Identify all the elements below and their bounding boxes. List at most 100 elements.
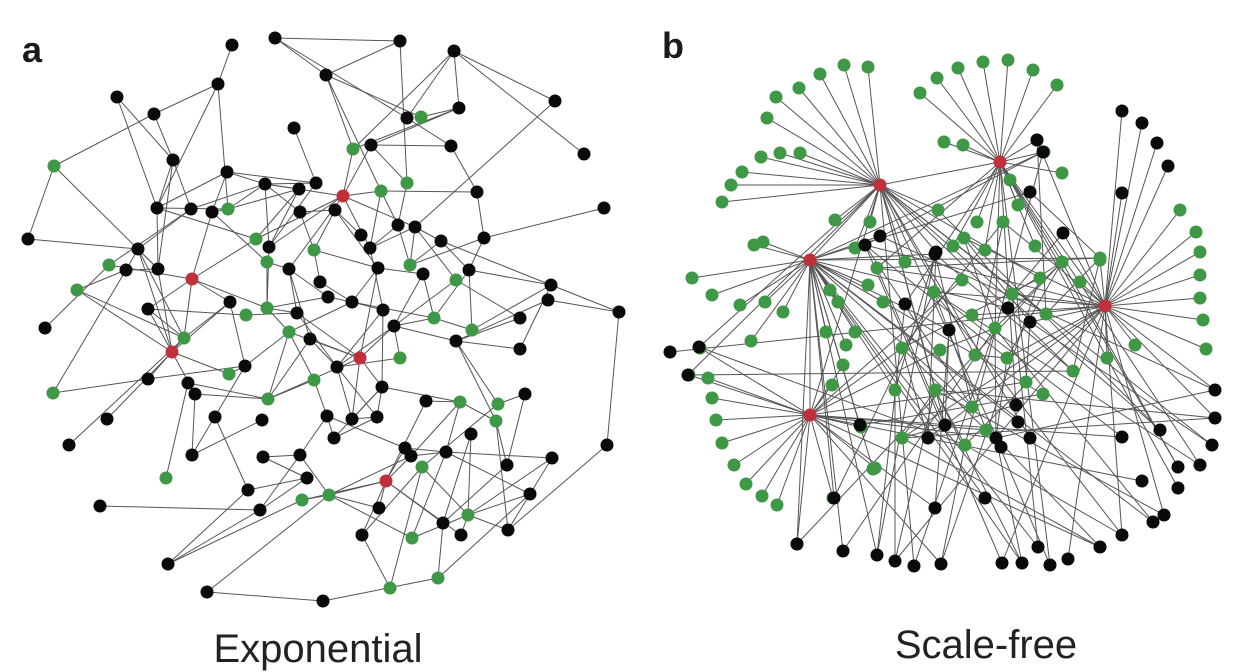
exponential-edge <box>506 393 526 466</box>
exponential-edge <box>336 366 378 418</box>
exponential-edge <box>453 50 460 109</box>
scale-free-edge <box>919 92 1001 163</box>
node <box>1171 481 1185 495</box>
node <box>853 418 867 432</box>
scale-free-edge <box>1104 251 1201 307</box>
scale-free-edge <box>687 184 881 376</box>
exponential-edge <box>445 451 553 459</box>
scale-free-edge <box>994 161 1001 329</box>
node <box>898 255 912 269</box>
node <box>208 410 222 424</box>
scale-free-edge <box>809 151 1044 261</box>
exponential-edge <box>411 451 447 539</box>
scale-free-edge <box>976 161 1001 223</box>
exponential-edge <box>288 331 315 381</box>
node <box>739 477 753 491</box>
scale-free-edge <box>809 414 834 499</box>
node <box>374 184 388 198</box>
scale-free-edge <box>999 59 1009 163</box>
scale-free-edge <box>894 389 936 562</box>
node <box>38 321 52 335</box>
scale-free-edge <box>1104 110 1123 307</box>
exponential-edge <box>370 144 452 147</box>
node <box>62 438 76 452</box>
node <box>436 516 450 530</box>
scale-free-edge <box>864 151 1044 246</box>
node <box>888 383 902 397</box>
hub-node <box>1098 299 1112 313</box>
node <box>792 81 806 95</box>
node <box>937 135 951 149</box>
node <box>819 325 833 339</box>
scale-free-edge <box>796 261 1063 545</box>
node <box>313 275 327 289</box>
scale-free-edge <box>876 253 936 556</box>
node <box>220 165 234 179</box>
exponential-edge <box>422 273 435 319</box>
scale-free-edge <box>937 209 1161 431</box>
node <box>303 332 317 346</box>
node <box>295 493 309 507</box>
node <box>181 376 195 390</box>
exponential-edge <box>336 366 353 420</box>
exponential-edge <box>393 279 457 327</box>
node <box>836 358 850 372</box>
node <box>848 241 862 255</box>
scale-free-edge <box>745 414 811 485</box>
node <box>363 241 377 255</box>
exponential-edge <box>450 145 478 193</box>
exponential-edge <box>409 237 485 266</box>
exponential-edge <box>406 50 455 119</box>
node <box>770 498 784 512</box>
node <box>1193 245 1207 259</box>
node <box>929 245 943 259</box>
node <box>319 68 333 82</box>
exponential-edge <box>313 209 336 251</box>
exponential-edge <box>336 309 384 368</box>
exponential-edge <box>420 107 460 118</box>
node <box>102 258 116 272</box>
exponential-edge <box>455 340 497 422</box>
exponential-edge <box>437 493 531 579</box>
exponential-edge <box>421 466 469 516</box>
scale-free-edge <box>1104 297 1201 307</box>
exponential-edge <box>191 278 231 303</box>
exponential-edge <box>165 382 189 479</box>
node <box>866 462 880 476</box>
scale-free-edge <box>760 156 881 186</box>
scale-free-edge <box>999 139 1038 163</box>
scale-free-edge <box>796 414 811 545</box>
node <box>965 400 979 414</box>
scale-free-edge <box>999 161 1106 307</box>
exponential-edge <box>68 337 185 446</box>
node <box>293 448 307 462</box>
node <box>290 306 304 320</box>
exponential-edge <box>433 269 470 319</box>
node <box>790 537 804 551</box>
exponential-edge <box>183 301 231 339</box>
scale-free-edge <box>819 73 881 186</box>
node <box>1171 460 1185 474</box>
exponential-edge <box>453 50 585 155</box>
exponential-edge <box>137 248 173 353</box>
node <box>773 146 787 160</box>
node <box>933 343 947 357</box>
scale-free-edge <box>964 151 1044 446</box>
node <box>513 311 527 325</box>
node <box>978 243 992 257</box>
node <box>1055 255 1069 269</box>
scale-free-edge <box>934 389 1023 564</box>
node <box>1036 387 1050 401</box>
exponential-edge <box>393 317 435 327</box>
node <box>951 61 965 75</box>
node <box>449 273 463 287</box>
node <box>258 177 272 191</box>
scale-free-edge <box>809 259 847 346</box>
scale-free-edge <box>867 66 881 186</box>
node <box>249 232 263 246</box>
exponential-edge <box>53 113 155 167</box>
scale-free-edge <box>1104 305 1207 350</box>
exponential-edge <box>227 188 300 210</box>
exponential-edge <box>336 357 401 368</box>
exponential-edge <box>437 522 444 579</box>
